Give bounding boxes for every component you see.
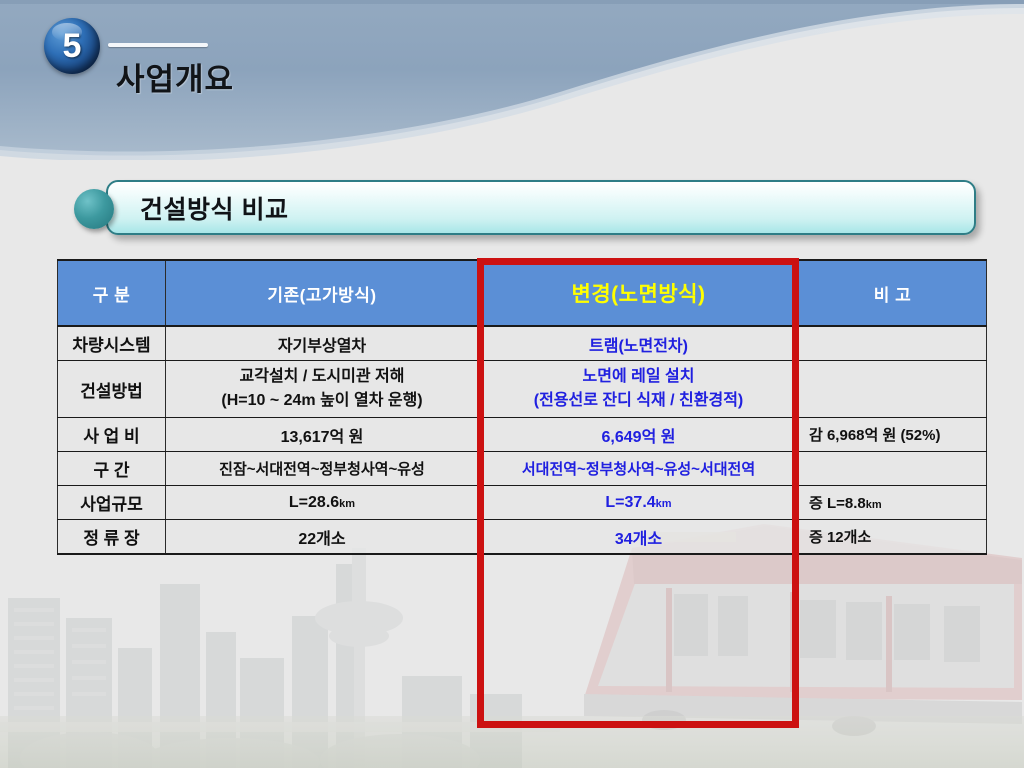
comparison-table-wrapper: 구 분 기존(고가방식) 변경(노면방식) 비 고 차량시스템 자기부상열차 트… (57, 259, 987, 555)
table-row: 차량시스템 자기부상열차 트램(노면전차) (57, 326, 987, 361)
cell-line-1: 교각설치 / 도시미관 저해 (239, 368, 405, 385)
cell-existing-vehicle-system: 자기부상열차 (165, 326, 479, 361)
table-row: 사업규모 L=28.6km L=37.4km 증 L=8.8km (57, 485, 987, 520)
table-header-row: 구 분 기존(고가방식) 변경(노면방식) 비 고 (57, 259, 987, 327)
cell-changed-project-cost: 6,649억 원 (478, 417, 799, 452)
cell-line-2: (전용선로 잔디 식재 / 친환경적) (533, 392, 744, 409)
table-row: 구 간 진잠~서대전역~정부청사역~유성 서대전역~정부청사역~유성~서대전역 (57, 451, 987, 486)
col-header-changed: 변경(노면방식) (478, 259, 799, 327)
table-row: 건설방법 교각설치 / 도시미관 저해 (H=10 ~ 24m 높이 열차 운행… (57, 360, 987, 418)
cell-existing-project-cost: 13,617억 원 (165, 417, 479, 452)
unit-text: km (655, 497, 672, 510)
page-title: 사업개요 (116, 62, 235, 97)
value-text: L=28.6 (288, 493, 340, 511)
cell-line-2: (H=10 ~ 24m 높이 열차 운행) (221, 392, 423, 409)
value-text: L=37.4 (605, 493, 656, 511)
header-swoosh-shape (0, 0, 1024, 162)
cell-line-1: 노면에 레일 설치 (582, 368, 695, 385)
col-header-existing: 기존(고가방식) (165, 259, 479, 327)
ground-band (0, 716, 1024, 768)
row-label-vehicle-system: 차량시스템 (57, 326, 166, 361)
construction-method-comparison-table: 구 분 기존(고가방식) 변경(노면방식) 비 고 차량시스템 자기부상열차 트… (57, 259, 987, 555)
row-label-project-scale: 사업규모 (57, 485, 166, 520)
row-label-section: 구 간 (57, 451, 166, 486)
cell-remarks-project-scale: 증 L=8.8km (798, 485, 987, 520)
cell-remarks-vehicle-system (798, 326, 987, 361)
slide-header: 5 사업개요 (0, 0, 1024, 162)
unit-text: km (865, 499, 882, 511)
value-text: 증 L=8.8 (809, 495, 866, 512)
cell-changed-section: 서대전역~정부청사역~유성~서대전역 (478, 451, 799, 486)
table-row: 사 업 비 13,617억 원 6,649억 원 감 6,968억 원 (52%… (57, 417, 987, 452)
cell-existing-section: 진잠~서대전역~정부청사역~유성 (165, 451, 479, 486)
cell-remarks-project-cost: 감 6,968억 원 (52%) (798, 417, 987, 452)
unit-text: km (339, 497, 356, 510)
cell-remarks-construction-method (798, 360, 987, 418)
row-label-project-cost: 사 업 비 (57, 417, 166, 452)
section-bullet-icon (74, 189, 114, 229)
section-title-label: 건설방식 비교 (140, 196, 289, 224)
section-number-badge (44, 18, 100, 74)
row-label-construction-method: 건설방법 (57, 360, 166, 418)
section-title-bar (106, 180, 976, 235)
cell-existing-construction-method: 교각설치 / 도시미관 저해 (H=10 ~ 24m 높이 열차 운행) (165, 360, 479, 418)
cell-existing-stations: 22개소 (165, 519, 479, 555)
cell-existing-project-scale: L=28.6km (165, 485, 479, 520)
cell-remarks-stations: 증 12개소 (798, 519, 987, 555)
col-header-remarks: 비 고 (798, 259, 987, 327)
col-header-category: 구 분 (57, 259, 166, 327)
cell-changed-project-scale: L=37.4km (478, 485, 799, 520)
cell-remarks-section (798, 451, 987, 486)
section-number-label: 5 (62, 27, 82, 65)
cell-changed-construction-method: 노면에 레일 설치 (전용선로 잔디 식재 / 친환경적) (478, 360, 799, 418)
cell-changed-vehicle-system: 트램(노면전차) (478, 326, 799, 361)
row-label-stations: 정 류 장 (57, 519, 166, 555)
table-row: 정 류 장 22개소 34개소 증 12개소 (57, 519, 987, 555)
header-rule-line (108, 43, 208, 47)
cell-changed-stations: 34개소 (478, 519, 799, 555)
